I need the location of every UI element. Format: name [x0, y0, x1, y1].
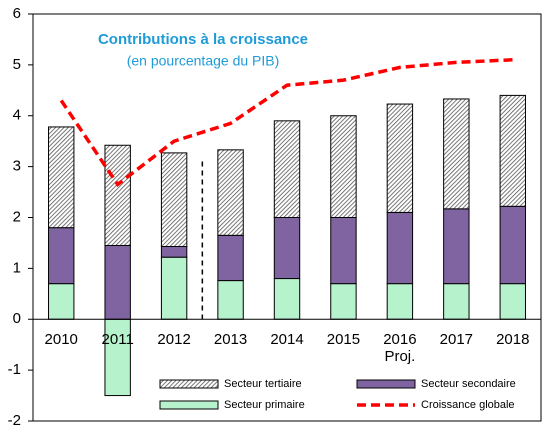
bar-segment [330, 217, 357, 285]
bar-segment [48, 283, 75, 320]
bar-segment [386, 103, 414, 213]
bar-segment [160, 245, 188, 258]
y-tick-label: 0 [13, 310, 21, 327]
bar-segment [48, 227, 75, 285]
line-series [59, 58, 513, 187]
x-tick-label: 2015 [327, 331, 360, 348]
x-tick-label: 2010 [45, 331, 78, 348]
chart-title: Contributions à la croissance [98, 31, 308, 48]
legend-label: Croissance globale [421, 399, 515, 411]
y-tick-label: -2 [8, 412, 21, 427]
bar-segment [104, 144, 131, 246]
bar-segment [273, 278, 301, 320]
legend-label: Secteur tertiaire [224, 378, 302, 390]
bar-segment [386, 211, 414, 285]
bar-segment [160, 152, 188, 247]
legend-label: Secteur primaire [224, 399, 305, 411]
bar-segment [48, 126, 75, 229]
bar-segment [217, 234, 244, 282]
bar-segment [104, 244, 131, 320]
bar-segment [499, 205, 526, 285]
x-tick-label: 2017 [440, 331, 473, 348]
x-tick-label: 2018 [496, 331, 529, 348]
bar-segment [273, 120, 301, 218]
x-tick-label: 2013 [214, 331, 247, 348]
bar-segment [499, 94, 526, 207]
bar-segment [273, 217, 301, 280]
bar-segment [443, 98, 470, 210]
bar-segment [330, 283, 357, 320]
y-tick-label: 4 [13, 107, 21, 124]
y-tick-label: 6 [13, 5, 21, 22]
bar-segment [443, 283, 470, 320]
y-tick-label: -1 [8, 361, 21, 378]
bar-segment [217, 280, 244, 320]
bar-segment [217, 149, 244, 236]
y-tick-label: 2 [13, 208, 21, 225]
y-tick-label: 3 [13, 158, 21, 175]
legend-swatch [159, 379, 219, 389]
bar-segment [160, 256, 188, 320]
legend-swatch [356, 379, 416, 389]
legend-label: Secteur secondaire [421, 378, 516, 390]
legend-swatch [159, 400, 219, 410]
x-tick-label: 2012 [157, 331, 190, 348]
chart-subtitle: (en pourcentage du PIB) [127, 53, 280, 69]
bar-segment [330, 115, 357, 218]
x-tick-label: 2016 [383, 331, 416, 348]
bar-segment [499, 283, 526, 320]
bar-segment [104, 318, 131, 397]
x-tick-label: 2014 [270, 331, 303, 348]
y-tick-label: 5 [13, 56, 21, 73]
y-tick-label: 1 [13, 259, 21, 276]
annotation: Proj. [384, 348, 415, 365]
bar-segment [443, 208, 470, 285]
bar-segment [386, 283, 414, 320]
x-tick-label: 2011 [102, 331, 134, 348]
